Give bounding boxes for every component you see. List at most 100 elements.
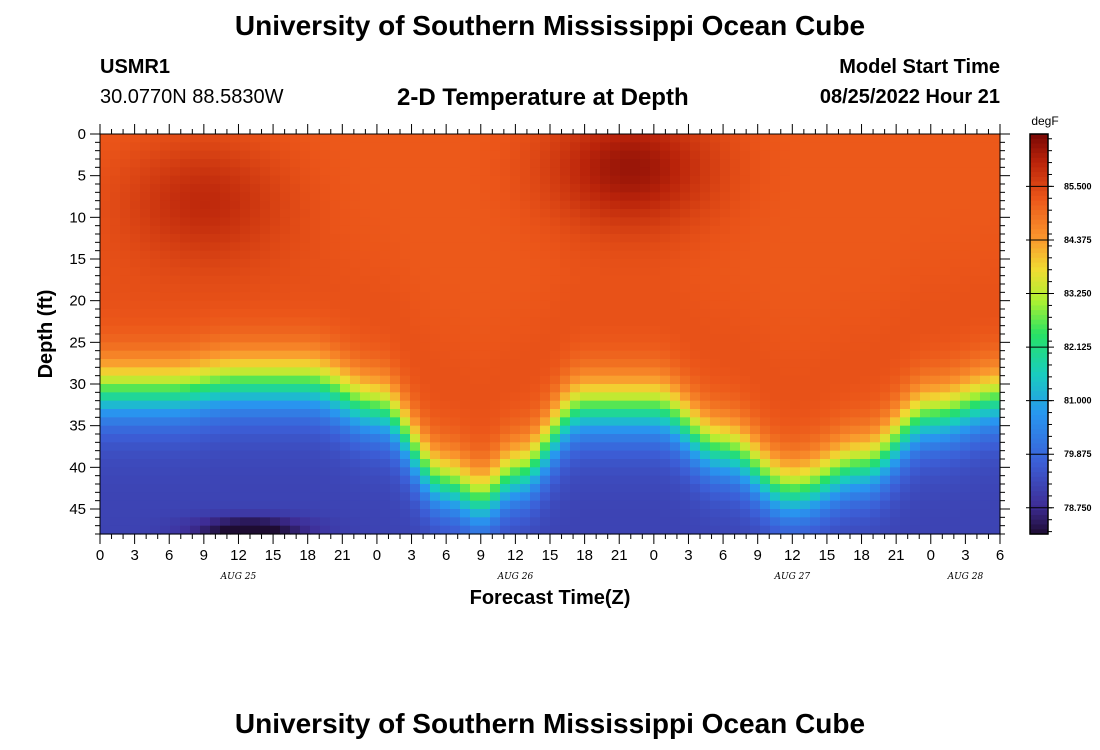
heatmap-cell (920, 300, 931, 310)
heatmap-cell (820, 400, 831, 410)
heatmap-cell (290, 450, 301, 460)
heatmap-cell (810, 200, 821, 210)
heatmap-cell (870, 400, 881, 410)
heatmap-cell (150, 375, 161, 385)
heatmap-cell (900, 459, 911, 468)
heatmap-cell (940, 409, 951, 418)
heatmap-cell (950, 367, 961, 377)
heatmap-cell (670, 342, 681, 352)
heatmap-cell (460, 409, 471, 418)
heatmap-cell (490, 250, 501, 260)
heatmap-cell (150, 367, 161, 377)
heatmap-cell (990, 309, 1001, 318)
heatmap-cell (900, 467, 911, 477)
heatmap-cell (300, 434, 311, 443)
heatmap-cell (970, 459, 981, 468)
heatmap-cell (200, 259, 211, 268)
heatmap-cell (420, 475, 431, 485)
heatmap-cell (140, 400, 151, 410)
heatmap-cell (860, 184, 871, 193)
heatmap-cell (790, 409, 801, 418)
heatmap-cell (830, 425, 841, 435)
heatmap-cell (150, 342, 161, 352)
heatmap-cell (860, 259, 871, 268)
heatmap-cell (340, 417, 351, 427)
heatmap-cell (420, 425, 431, 435)
heatmap-cell (240, 142, 251, 152)
heatmap-cell (900, 500, 911, 510)
heatmap-cell (270, 217, 281, 227)
heatmap-cell (640, 384, 651, 393)
heatmap-cell (150, 325, 161, 335)
heatmap-cell (400, 509, 411, 518)
heatmap-cell (670, 309, 681, 318)
heatmap-cell (500, 325, 511, 335)
heatmap-cell (150, 159, 161, 168)
heatmap-cell (480, 350, 491, 360)
heatmap-cell (760, 234, 771, 243)
y-axis-label: Depth (ft) (35, 290, 57, 379)
heatmap-cell (100, 250, 111, 260)
heatmap-cell (280, 200, 291, 210)
heatmap-cell (910, 359, 921, 368)
heatmap-cell (950, 484, 961, 493)
heatmap-cell (650, 417, 661, 427)
heatmap-cell (290, 134, 301, 143)
heatmap-cell (970, 284, 981, 293)
heatmap-cell (180, 209, 191, 218)
heatmap-cell (250, 342, 261, 352)
heatmap-cell (100, 367, 111, 377)
heatmap-cell (120, 267, 131, 277)
heatmap-cell (200, 442, 211, 452)
heatmap-cell (150, 484, 161, 493)
heatmap-cell (870, 175, 881, 185)
heatmap-cell (870, 234, 881, 243)
heatmap-cell (480, 492, 491, 502)
heatmap-cell (530, 459, 541, 468)
heatmap-cell (790, 300, 801, 310)
heatmap-cell (660, 500, 671, 510)
heatmap-cell (240, 259, 251, 268)
heatmap-cell (110, 242, 121, 252)
heatmap-cell (790, 384, 801, 393)
heatmap-cell (590, 492, 601, 502)
heatmap-cell (700, 509, 711, 518)
heatmap-cell (390, 325, 401, 335)
heatmap-cell (650, 267, 661, 277)
heatmap-cell (920, 459, 931, 468)
heatmap-cell (810, 267, 821, 277)
heatmap-cell (880, 475, 891, 485)
heatmap-cell (950, 475, 961, 485)
heatmap-cell (500, 242, 511, 252)
heatmap-cell (910, 250, 921, 260)
heatmap-cell (810, 317, 821, 327)
heatmap-cell (110, 509, 121, 518)
heatmap-cell (260, 275, 271, 285)
heatmap-cell (530, 367, 541, 377)
heatmap-cell (690, 250, 701, 260)
heatmap-cell (390, 342, 401, 352)
heatmap-cell (660, 175, 671, 185)
heatmap-cell (950, 517, 961, 527)
heatmap-cell (510, 400, 521, 410)
heatmap-cell (620, 367, 631, 377)
heatmap-cell (340, 450, 351, 460)
heatmap-cell (590, 225, 601, 235)
heatmap-cell (450, 267, 461, 277)
heatmap-cell (180, 309, 191, 318)
heatmap-cell (840, 442, 851, 452)
heatmap-cell (310, 384, 321, 393)
heatmap-cell (360, 309, 371, 318)
heatmap-cell (690, 242, 701, 252)
heatmap-cell (270, 492, 281, 502)
heatmap-cell (730, 442, 741, 452)
heatmap-cell (250, 400, 261, 410)
heatmap-cell (620, 234, 631, 243)
heatmap-cell (790, 375, 801, 385)
heatmap-cell (630, 467, 641, 477)
heatmap-cell (510, 242, 521, 252)
heatmap-cell (960, 284, 971, 293)
heatmap-cell (220, 192, 231, 202)
heatmap-cell (710, 325, 721, 335)
heatmap-cell (370, 200, 381, 210)
